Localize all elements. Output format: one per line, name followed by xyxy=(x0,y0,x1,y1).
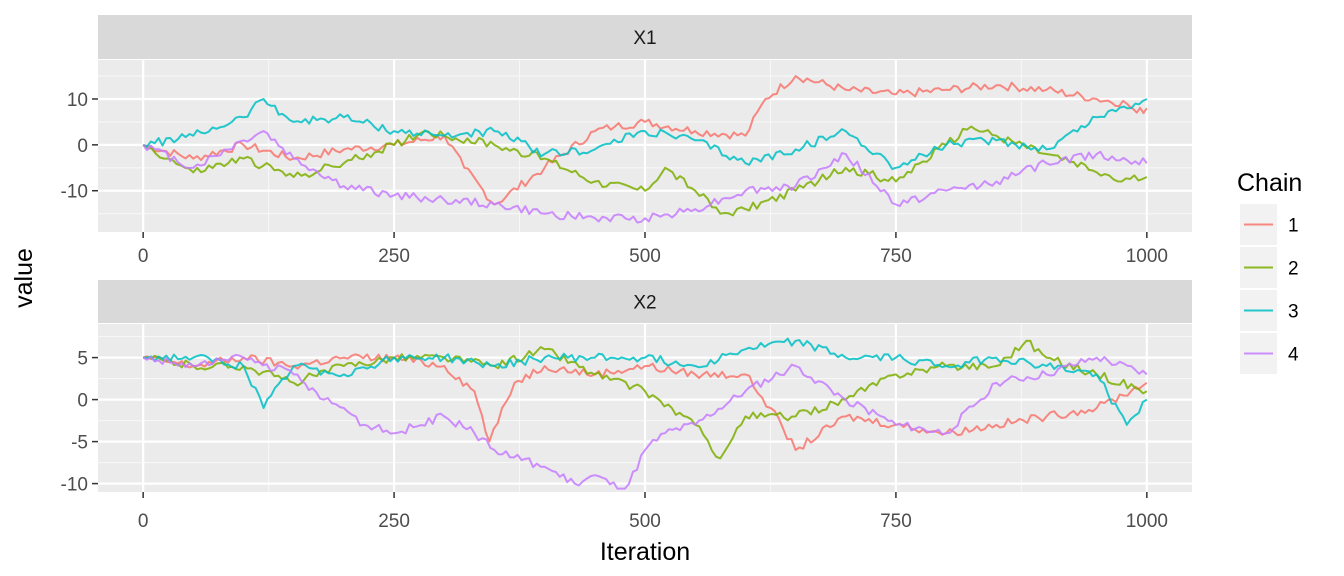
legend-label-chain-2: 2 xyxy=(1288,259,1299,280)
x-tick-label: 250 xyxy=(378,511,410,532)
x-tick-label: 750 xyxy=(880,511,912,532)
strip-label: X2 xyxy=(633,293,656,314)
y-tick-label: 0 xyxy=(77,136,88,157)
legend: Chain 1 2 3 4 xyxy=(1237,169,1302,374)
y-tick-label: 0 xyxy=(77,391,88,412)
x-tick-label: 0 xyxy=(138,246,149,267)
series-line-chain-1 xyxy=(142,353,1148,451)
x-tick-label: 500 xyxy=(629,511,661,532)
y-axis-title: value xyxy=(10,248,38,308)
x-tick-label: 1000 xyxy=(1126,511,1168,532)
series-line-chain-3 xyxy=(143,337,1148,426)
series-line-chain-3 xyxy=(142,98,1148,170)
y-tick-label: -10 xyxy=(61,475,88,496)
strip-background xyxy=(98,15,1192,59)
x-tick-label: 0 xyxy=(138,511,149,532)
strip-background xyxy=(98,280,1192,323)
x-tick-label: 1000 xyxy=(1126,246,1168,267)
y-tick-label: 10 xyxy=(67,90,88,111)
x-tick-label: 250 xyxy=(378,246,410,267)
legend-title: Chain xyxy=(1237,169,1302,197)
strip-label: X1 xyxy=(633,28,656,49)
y-tick-label: -5 xyxy=(71,433,88,454)
panel-x2: X2 -10 -5 0 5 0 250 500 750 1000 xyxy=(61,280,1192,532)
y-tick-label: -10 xyxy=(61,182,88,203)
legend-label-chain-3: 3 xyxy=(1288,302,1299,323)
x-axis-title: Iteration xyxy=(600,538,690,566)
series-line-chain-4 xyxy=(142,130,1148,224)
legend-label-chain-4: 4 xyxy=(1288,345,1299,366)
x-tick-label: 500 xyxy=(629,246,661,267)
series-line-chain-4 xyxy=(142,353,1148,490)
series-line-chain-1 xyxy=(142,75,1148,206)
panel-x1: X1 -10 0 10 0 250 500 750 1000 xyxy=(61,15,1192,267)
y-tick-label: 5 xyxy=(77,349,88,370)
legend-label-chain-1: 1 xyxy=(1288,216,1299,237)
x-tick-label: 750 xyxy=(880,246,912,267)
series-line-chain-2 xyxy=(142,125,1148,217)
